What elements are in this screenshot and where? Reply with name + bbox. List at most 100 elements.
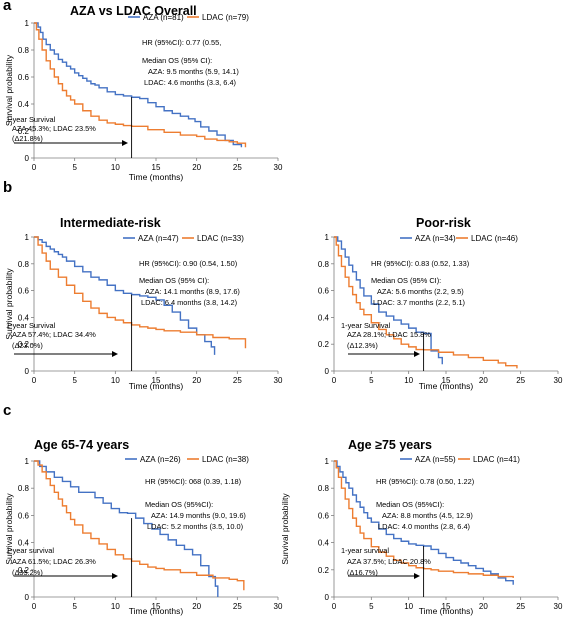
y-tick-label: 0 (325, 593, 330, 602)
x-tick-label: 30 (274, 376, 283, 385)
legend-entry: LDAC (n=33) (197, 234, 244, 243)
x-tick-label: 5 (72, 376, 77, 385)
legend-entry: AZA (n=47) (138, 234, 179, 243)
y-tick-label: 0.4 (18, 100, 30, 109)
one-year-survival-values: AZA 45.3%; LDAC 23.5% (12, 124, 96, 133)
x-tick-label: 20 (192, 163, 201, 172)
one-year-survival-delta: (Δ21.8%) (12, 134, 43, 143)
median-os-heading: Median OS (95% CI): (142, 56, 212, 65)
hazard-ratio-text: HR (95%CI): 0.78 (0.50, 1.22) (376, 477, 474, 486)
series-line-ldac (334, 460, 514, 578)
y-tick-label: 0.2 (18, 127, 30, 136)
survival-arrow-head (414, 351, 420, 357)
median-os-ldac: LDAC: 3.7 months (2.2, 5.1) (373, 298, 465, 307)
median-os-aza: AZA: 5.6 months (2.2, 9.5) (377, 287, 464, 296)
one-year-survival-delta: (Δ23.0%) (12, 341, 43, 350)
y-tick-label: 0.2 (318, 566, 330, 575)
y-tick-label: 1 (325, 457, 330, 466)
y-tick-label: 0 (25, 367, 30, 376)
y-tick-label: 1 (25, 457, 30, 466)
hazard-ratio-text: HR (95%CI): 0.77 (0.55, (142, 38, 221, 47)
chart-age-65-74: Age 65-74 years 0 5 10 15 20 25 30 0 0.2 0.4 0.6 0.8… (4, 438, 283, 616)
x-tick-label: 0 (32, 602, 37, 611)
y-tick-label: 0.4 (18, 539, 30, 548)
median-os-heading: Median OS (95%CI): (145, 500, 213, 509)
series-line-ldac (34, 22, 247, 148)
y-tick-label: 0 (25, 593, 30, 602)
y-axis-title: Survival probability (4, 268, 14, 340)
y-axis-title: Survival probability (4, 54, 14, 126)
legend-entry: AZA (n=81) (143, 13, 184, 22)
series-line-aza (34, 236, 216, 355)
x-tick-label: 30 (554, 376, 563, 385)
y-tick-label: 0.8 (318, 260, 330, 269)
median-os-ldac: LDAC: 4.0 months (2.8, 6.4) (378, 522, 470, 531)
series-line-ldac (334, 236, 518, 369)
legend-entry: AZA (n=34) (415, 234, 456, 243)
x-tick-label: 30 (274, 163, 283, 172)
y-tick-label: 0.2 (18, 340, 30, 349)
one-year-survival-values: AZA 28.1%; LDAC 15.8% (347, 330, 431, 339)
x-tick-label: 25 (233, 602, 242, 611)
y-tick-label: 0.4 (18, 313, 30, 322)
x-tick-label: 20 (192, 602, 201, 611)
y-tick-label: 0.6 (318, 287, 330, 296)
x-axis-title: Time (months) (419, 606, 474, 616)
x-tick-label: 20 (479, 376, 488, 385)
hazard-ratio-text: HR (95%CI): 0.90 (0.54, 1.50) (139, 259, 237, 268)
x-tick-label: 30 (554, 602, 563, 611)
y-tick-label: 0.2 (18, 566, 30, 575)
survival-arrow-head (112, 351, 118, 357)
one-year-survival-heading: 1-year Survival (341, 321, 391, 330)
series-line-ldac (34, 236, 247, 349)
y-tick-label: 0 (325, 367, 330, 376)
x-tick-label: 10 (111, 376, 120, 385)
panel-letter-b: b (3, 179, 13, 196)
survival-arrow-head (112, 573, 118, 579)
one-year-survival-heading: 1-year Survival (6, 115, 56, 124)
series-line-aza (334, 236, 443, 365)
y-axis-title: Survival probability (280, 493, 290, 565)
chart-title: Poor-risk (416, 216, 471, 230)
hazard-ratio-text: HR (95%CI): 0.83 (0.52, 1.33) (371, 259, 469, 268)
median-os-aza: AZA: 14.1 months (8.9, 17.6) (145, 287, 240, 296)
series-line-ldac (34, 460, 245, 591)
y-tick-label: 0.6 (18, 287, 30, 296)
y-tick-label: 0 (25, 154, 30, 163)
x-tick-label: 0 (332, 602, 337, 611)
one-year-survival-delta: (Δ12.3%) (347, 341, 378, 350)
x-axis-title: Time (months) (419, 381, 474, 391)
series-line-aza (34, 22, 243, 148)
median-os-heading: Median OS (95%CI): (376, 500, 444, 509)
y-tick-label: 1 (25, 19, 30, 28)
survival-arrow-head (122, 140, 128, 146)
x-tick-label: 15 (442, 376, 451, 385)
x-tick-label: 10 (111, 602, 120, 611)
y-tick-label: 0.6 (18, 511, 30, 520)
y-tick-label: 0.8 (318, 484, 330, 493)
x-axis-title: Time (months) (129, 381, 184, 391)
median-os-ldac: LDAC: 5.2 months (3.5, 10.0) (147, 522, 243, 531)
median-os-ldac: LDAC: 4.6 months (3.3, 6.4) (144, 78, 236, 87)
y-tick-label: 0.6 (318, 511, 330, 520)
one-year-survival-delta: (Δ16.7%) (347, 568, 378, 577)
x-tick-label: 5 (369, 602, 374, 611)
median-os-aza: AZA: 9.5 months (5.9, 14.1) (148, 67, 239, 76)
one-year-survival-delta: (Δ35.2%) (12, 568, 43, 577)
y-tick-label: 0.8 (18, 46, 30, 55)
chart-poor-risk: Poor-risk 0 5 10 15 20 25 30 0 0.2 0.4 0.6 0.8 1 Time … (318, 216, 563, 391)
legend-entry: AZA (n=55) (415, 455, 456, 464)
legend-entry: LDAC (n=38) (202, 455, 249, 464)
one-year-survival-values: AZA 37.5%; LDAC 20.8% (347, 557, 431, 566)
chart-title: Intermediate-risk (60, 216, 161, 230)
series-line-aza (34, 460, 219, 597)
series-line-aza (334, 460, 514, 585)
panel-letter-c: c (3, 402, 12, 419)
median-os-aza: AZA: 14.9 months (9.0, 19.6) (151, 511, 246, 520)
x-tick-label: 30 (274, 602, 283, 611)
y-tick-label: 0.4 (318, 313, 330, 322)
x-tick-label: 25 (233, 376, 242, 385)
one-year-survival-values: AZA 57.4%; LDAC 34.4% (12, 330, 96, 339)
y-tick-label: 0.6 (18, 73, 30, 82)
x-tick-label: 15 (152, 376, 161, 385)
